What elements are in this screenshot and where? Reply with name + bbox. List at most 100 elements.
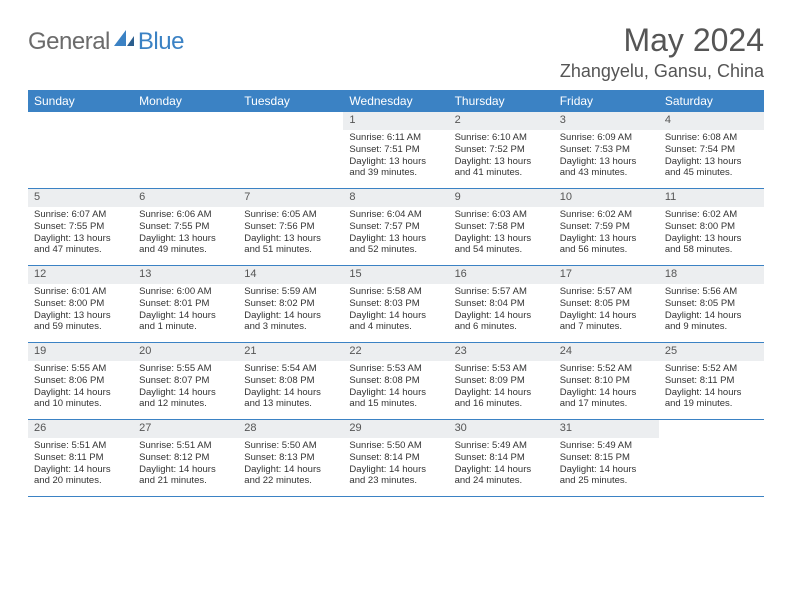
- date-number: 6: [133, 189, 238, 207]
- date-number: 8: [343, 189, 448, 207]
- cell-body: Sunrise: 5:57 AMSunset: 8:04 PMDaylight:…: [449, 284, 554, 338]
- day1-text: Daylight: 14 hours: [560, 310, 653, 322]
- week-row: 19Sunrise: 5:55 AMSunset: 8:06 PMDayligh…: [28, 343, 764, 420]
- date-number: 28: [238, 420, 343, 438]
- day1-text: Daylight: 14 hours: [665, 310, 758, 322]
- cell-body: Sunrise: 6:03 AMSunset: 7:58 PMDaylight:…: [449, 207, 554, 261]
- date-number: 17: [554, 266, 659, 284]
- sunrise-text: Sunrise: 5:57 AM: [560, 286, 653, 298]
- cell-body: Sunrise: 6:07 AMSunset: 7:55 PMDaylight:…: [28, 207, 133, 261]
- cell-body: Sunrise: 5:56 AMSunset: 8:05 PMDaylight:…: [659, 284, 764, 338]
- date-number: 3: [554, 112, 659, 130]
- day1-text: Daylight: 14 hours: [349, 464, 442, 476]
- date-number: 10: [554, 189, 659, 207]
- calendar: Sunday Monday Tuesday Wednesday Thursday…: [28, 90, 764, 497]
- sunrise-text: Sunrise: 6:08 AM: [665, 132, 758, 144]
- date-number: 13: [133, 266, 238, 284]
- sunset-text: Sunset: 7:57 PM: [349, 221, 442, 233]
- day2-text: and 59 minutes.: [34, 321, 127, 333]
- calendar-cell: 20Sunrise: 5:55 AMSunset: 8:07 PMDayligh…: [133, 343, 238, 419]
- date-number: 7: [238, 189, 343, 207]
- cell-body: Sunrise: 5:49 AMSunset: 8:14 PMDaylight:…: [449, 438, 554, 492]
- date-number: 11: [659, 189, 764, 207]
- day2-text: and 12 minutes.: [139, 398, 232, 410]
- day1-text: Daylight: 13 hours: [34, 310, 127, 322]
- date-number: 22: [343, 343, 448, 361]
- cell-body: Sunrise: 5:58 AMSunset: 8:03 PMDaylight:…: [343, 284, 448, 338]
- day-header-tue: Tuesday: [238, 90, 343, 112]
- day1-text: Daylight: 13 hours: [349, 233, 442, 245]
- sunset-text: Sunset: 8:10 PM: [560, 375, 653, 387]
- day2-text: and 20 minutes.: [34, 475, 127, 487]
- sunrise-text: Sunrise: 6:01 AM: [34, 286, 127, 298]
- cell-body: Sunrise: 5:50 AMSunset: 8:13 PMDaylight:…: [238, 438, 343, 492]
- day1-text: Daylight: 14 hours: [349, 387, 442, 399]
- sunset-text: Sunset: 7:53 PM: [560, 144, 653, 156]
- calendar-cell: 30Sunrise: 5:49 AMSunset: 8:14 PMDayligh…: [449, 420, 554, 496]
- cell-body: Sunrise: 6:08 AMSunset: 7:54 PMDaylight:…: [659, 130, 764, 184]
- day2-text: and 1 minute.: [139, 321, 232, 333]
- calendar-cell: 12Sunrise: 6:01 AMSunset: 8:00 PMDayligh…: [28, 266, 133, 342]
- cell-body: Sunrise: 5:50 AMSunset: 8:14 PMDaylight:…: [343, 438, 448, 492]
- cell-body: Sunrise: 6:04 AMSunset: 7:57 PMDaylight:…: [343, 207, 448, 261]
- day-header-mon: Monday: [133, 90, 238, 112]
- calendar-cell: 31Sunrise: 5:49 AMSunset: 8:15 PMDayligh…: [554, 420, 659, 496]
- day1-text: Daylight: 13 hours: [665, 156, 758, 168]
- date-number: 4: [659, 112, 764, 130]
- sunrise-text: Sunrise: 6:09 AM: [560, 132, 653, 144]
- day1-text: Daylight: 14 hours: [349, 310, 442, 322]
- month-title: May 2024: [560, 22, 764, 59]
- day2-text: and 15 minutes.: [349, 398, 442, 410]
- day2-text: and 56 minutes.: [560, 244, 653, 256]
- day2-text: and 49 minutes.: [139, 244, 232, 256]
- calendar-cell: 22Sunrise: 5:53 AMSunset: 8:08 PMDayligh…: [343, 343, 448, 419]
- sunset-text: Sunset: 8:01 PM: [139, 298, 232, 310]
- date-number: 5: [28, 189, 133, 207]
- day1-text: Daylight: 14 hours: [244, 464, 337, 476]
- cell-body: Sunrise: 6:06 AMSunset: 7:55 PMDaylight:…: [133, 207, 238, 261]
- date-number: 18: [659, 266, 764, 284]
- sunrise-text: Sunrise: 6:05 AM: [244, 209, 337, 221]
- calendar-cell: 15Sunrise: 5:58 AMSunset: 8:03 PMDayligh…: [343, 266, 448, 342]
- day2-text: and 52 minutes.: [349, 244, 442, 256]
- sunrise-text: Sunrise: 5:55 AM: [34, 363, 127, 375]
- sunrise-text: Sunrise: 5:53 AM: [455, 363, 548, 375]
- day1-text: Daylight: 14 hours: [139, 464, 232, 476]
- sunset-text: Sunset: 8:15 PM: [560, 452, 653, 464]
- date-number: 27: [133, 420, 238, 438]
- sunrise-text: Sunrise: 6:02 AM: [665, 209, 758, 221]
- day2-text: and 58 minutes.: [665, 244, 758, 256]
- day2-text: and 24 minutes.: [455, 475, 548, 487]
- day-header-thu: Thursday: [449, 90, 554, 112]
- day1-text: Daylight: 14 hours: [455, 464, 548, 476]
- sunrise-text: Sunrise: 6:00 AM: [139, 286, 232, 298]
- calendar-cell: 28Sunrise: 5:50 AMSunset: 8:13 PMDayligh…: [238, 420, 343, 496]
- day2-text: and 6 minutes.: [455, 321, 548, 333]
- sunrise-text: Sunrise: 5:50 AM: [244, 440, 337, 452]
- day1-text: Daylight: 14 hours: [665, 387, 758, 399]
- sunset-text: Sunset: 7:55 PM: [139, 221, 232, 233]
- sunrise-text: Sunrise: 5:55 AM: [139, 363, 232, 375]
- day2-text: and 25 minutes.: [560, 475, 653, 487]
- sunset-text: Sunset: 8:03 PM: [349, 298, 442, 310]
- calendar-cell: [28, 112, 133, 188]
- day-header-fri: Friday: [554, 90, 659, 112]
- sunset-text: Sunset: 7:51 PM: [349, 144, 442, 156]
- sunrise-text: Sunrise: 5:57 AM: [455, 286, 548, 298]
- sunrise-text: Sunrise: 5:49 AM: [455, 440, 548, 452]
- sunset-text: Sunset: 8:05 PM: [560, 298, 653, 310]
- sunrise-text: Sunrise: 5:58 AM: [349, 286, 442, 298]
- calendar-cell: 1Sunrise: 6:11 AMSunset: 7:51 PMDaylight…: [343, 112, 448, 188]
- sunset-text: Sunset: 7:56 PM: [244, 221, 337, 233]
- calendar-cell: 27Sunrise: 5:51 AMSunset: 8:12 PMDayligh…: [133, 420, 238, 496]
- day2-text: and 3 minutes.: [244, 321, 337, 333]
- sunrise-text: Sunrise: 5:59 AM: [244, 286, 337, 298]
- sunrise-text: Sunrise: 5:50 AM: [349, 440, 442, 452]
- cell-body: Sunrise: 5:59 AMSunset: 8:02 PMDaylight:…: [238, 284, 343, 338]
- day1-text: Daylight: 13 hours: [560, 233, 653, 245]
- day1-text: Daylight: 13 hours: [665, 233, 758, 245]
- location-text: Zhangyelu, Gansu, China: [560, 61, 764, 82]
- sunset-text: Sunset: 8:04 PM: [455, 298, 548, 310]
- day-header-sun: Sunday: [28, 90, 133, 112]
- day2-text: and 13 minutes.: [244, 398, 337, 410]
